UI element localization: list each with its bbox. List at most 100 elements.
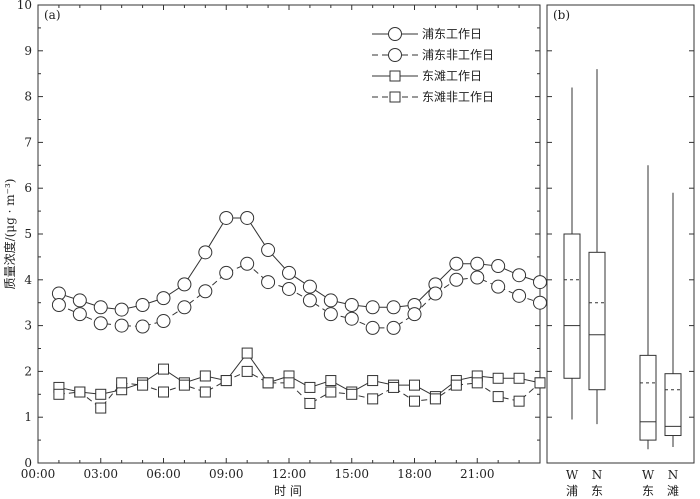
x-tick-label: 09:00 bbox=[209, 467, 244, 481]
b-group-label: 东 bbox=[591, 484, 603, 498]
data-point bbox=[93, 316, 108, 331]
series-line bbox=[58, 352, 541, 398]
data-point bbox=[199, 386, 211, 398]
series-line bbox=[58, 370, 541, 409]
data-point bbox=[428, 286, 443, 301]
data-point bbox=[72, 307, 87, 322]
data-point bbox=[367, 375, 379, 387]
data-point bbox=[388, 381, 400, 393]
b-group-label: 滩 bbox=[667, 484, 679, 498]
data-point bbox=[219, 210, 234, 225]
legend-marker bbox=[388, 27, 402, 41]
data-point bbox=[449, 256, 464, 271]
data-point bbox=[533, 295, 547, 310]
data-point bbox=[407, 307, 422, 322]
data-point bbox=[114, 302, 129, 317]
x-tick-label: 06:00 bbox=[146, 467, 181, 481]
data-point bbox=[261, 243, 276, 258]
data-point bbox=[513, 395, 525, 407]
legend-label: 浦东非工作日 bbox=[422, 48, 494, 62]
x-tick-label: 03:00 bbox=[83, 467, 118, 481]
data-point bbox=[325, 386, 337, 398]
data-point bbox=[491, 279, 506, 294]
x-tick-label: 18:00 bbox=[397, 467, 432, 481]
data-point bbox=[240, 256, 255, 271]
data-point bbox=[449, 272, 464, 287]
b-group-label: 东 bbox=[642, 484, 654, 498]
legend-label: 东滩工作日 bbox=[422, 69, 482, 83]
data-point bbox=[74, 386, 86, 398]
b-category-label: W bbox=[642, 468, 655, 482]
b-category-label: N bbox=[668, 468, 679, 482]
data-point bbox=[219, 265, 234, 280]
data-point bbox=[470, 256, 485, 271]
y-tick-label: 9 bbox=[24, 44, 32, 58]
data-point bbox=[241, 365, 253, 377]
data-point bbox=[135, 297, 150, 312]
data-point bbox=[409, 379, 420, 391]
data-point bbox=[365, 300, 380, 315]
data-point bbox=[450, 379, 462, 391]
y-tick-label: 0 bbox=[24, 456, 32, 470]
y-tick-label: 8 bbox=[24, 90, 32, 104]
y-axis-title: 质量浓度/(μg · m⁻³) bbox=[2, 179, 17, 290]
data-point bbox=[72, 293, 87, 308]
legend-label: 东滩非工作日 bbox=[422, 90, 494, 104]
data-point bbox=[156, 314, 171, 329]
legend-marker bbox=[389, 91, 401, 103]
box-iqr bbox=[588, 251, 606, 391]
data-point bbox=[346, 388, 358, 400]
data-point bbox=[492, 372, 504, 384]
data-point bbox=[241, 347, 253, 359]
data-point bbox=[262, 377, 274, 389]
b-group-label: 浦 bbox=[566, 484, 578, 498]
panel-b-label: (b) bbox=[553, 8, 570, 22]
data-point bbox=[513, 372, 525, 384]
data-point bbox=[53, 388, 65, 400]
data-point bbox=[261, 275, 276, 290]
x-tick-label: 12:00 bbox=[272, 467, 307, 481]
box-3 bbox=[639, 165, 657, 450]
box-iqr bbox=[563, 233, 581, 379]
data-point bbox=[304, 381, 316, 393]
y-tick-label: 7 bbox=[24, 135, 32, 149]
data-point bbox=[429, 393, 441, 405]
y-tick-label: 10 bbox=[17, 0, 32, 12]
data-point bbox=[158, 386, 169, 398]
data-point bbox=[302, 293, 317, 308]
data-point bbox=[365, 320, 380, 335]
series-line bbox=[58, 263, 541, 329]
b-category-label: N bbox=[592, 468, 603, 482]
data-point bbox=[51, 297, 66, 312]
box-2 bbox=[588, 69, 606, 425]
data-point bbox=[325, 375, 337, 387]
data-point bbox=[95, 402, 107, 414]
data-point bbox=[534, 377, 546, 389]
x-tick-label: 21:00 bbox=[460, 467, 495, 481]
data-point bbox=[177, 277, 192, 292]
b-category-label: W bbox=[566, 468, 579, 482]
data-point bbox=[344, 297, 359, 312]
data-point bbox=[491, 259, 506, 274]
data-point bbox=[282, 281, 296, 296]
y-tick-label: 1 bbox=[24, 410, 32, 424]
data-point bbox=[471, 377, 483, 389]
data-point bbox=[282, 265, 296, 280]
data-point bbox=[283, 377, 295, 389]
data-point bbox=[220, 375, 232, 387]
y-tick-label: 6 bbox=[24, 181, 32, 195]
series-2 bbox=[51, 256, 547, 335]
panel-a-series bbox=[51, 210, 547, 414]
box-iqr bbox=[664, 373, 682, 437]
data-point bbox=[198, 284, 213, 299]
x-tick-label: 15:00 bbox=[334, 467, 369, 481]
legend-marker bbox=[388, 48, 402, 62]
box-1 bbox=[563, 87, 581, 420]
y-tick-label: 5 bbox=[24, 227, 32, 241]
data-point bbox=[240, 210, 255, 225]
data-point bbox=[323, 293, 338, 308]
y-tick-label: 3 bbox=[24, 319, 32, 333]
